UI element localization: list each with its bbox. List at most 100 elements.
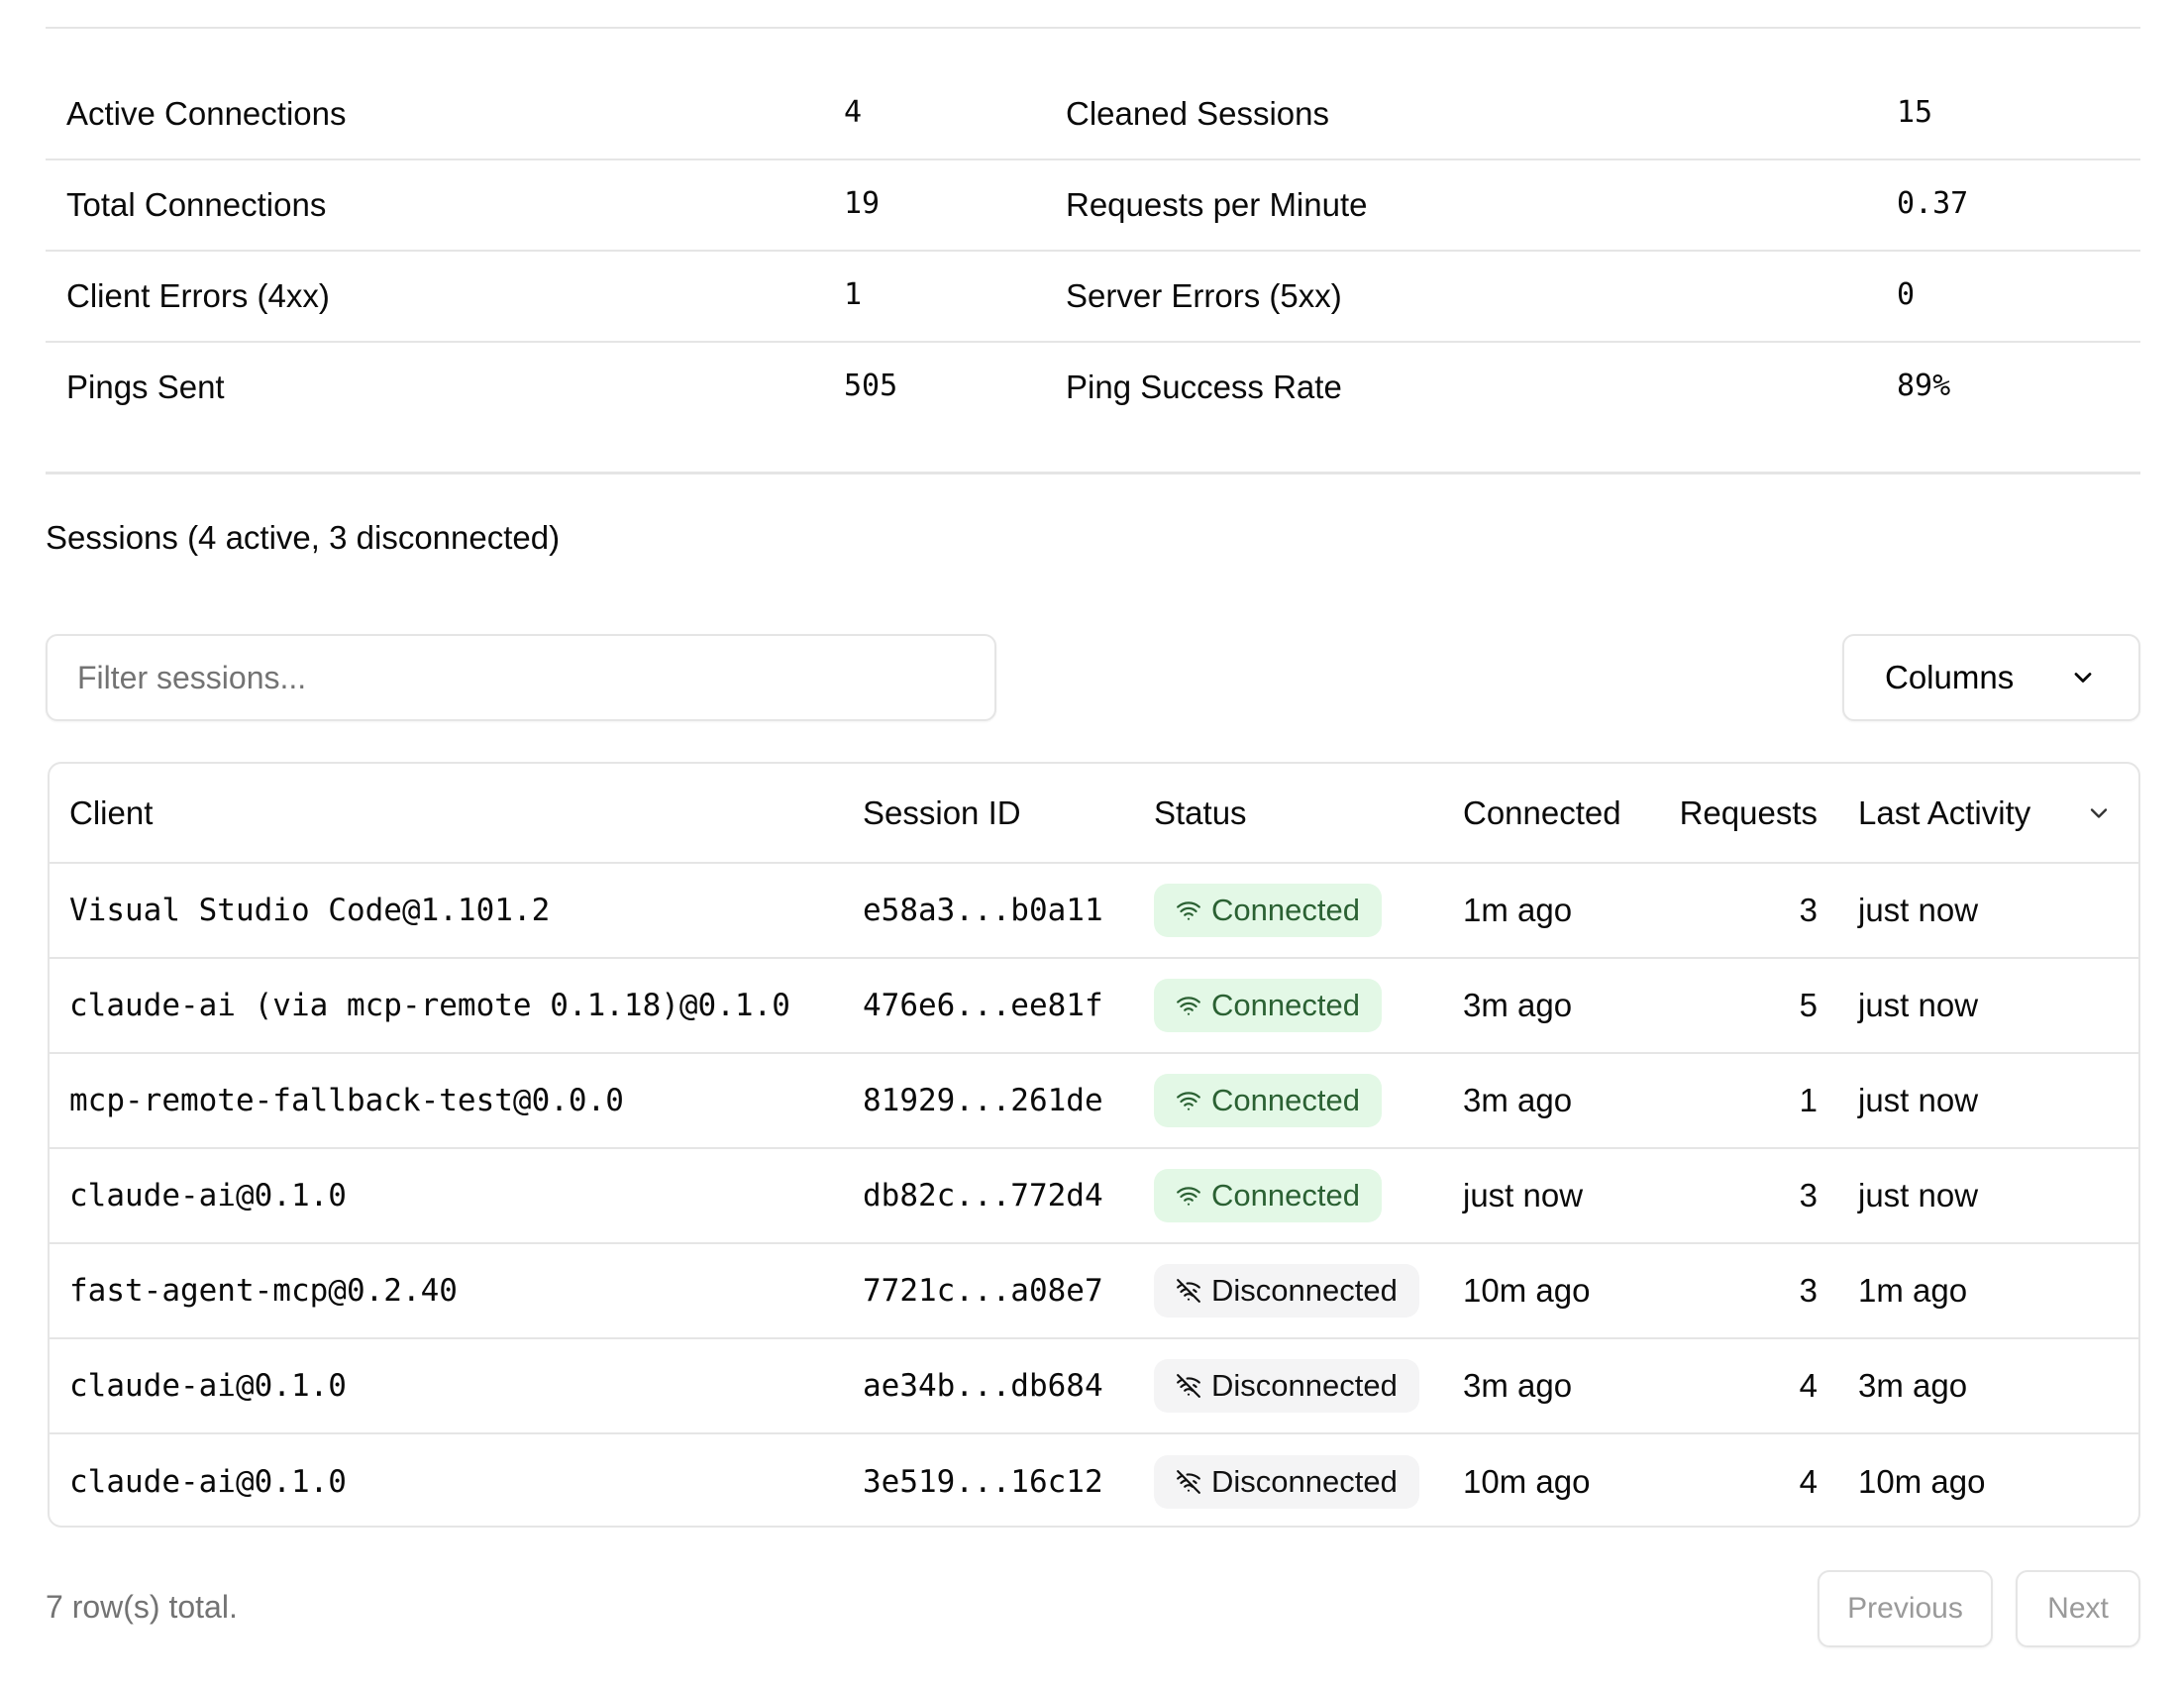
status-badge: Connected: [1154, 1074, 1382, 1127]
row-count: 7 row(s) total.: [46, 1589, 238, 1625]
table-row[interactable]: Visual Studio Code@1.101.2 e58a3...b0a11…: [50, 864, 2138, 959]
session-id-cell: 81929...261de: [863, 1083, 1103, 1118]
stat-value: 0: [1897, 277, 1916, 312]
stat-value: 89%: [1897, 369, 1951, 403]
status-badge: Disconnected: [1154, 1359, 1419, 1413]
status-badge: Disconnected: [1154, 1455, 1419, 1509]
divider: [46, 27, 2140, 29]
sort-chevron-down-icon[interactable]: [2085, 799, 2113, 827]
status-badge: Connected: [1154, 884, 1382, 937]
last-activity-cell: 1m ago: [1858, 1272, 1968, 1309]
table-row[interactable]: claude-ai@0.1.0 ae34b...db684 Disconnect…: [50, 1339, 2138, 1434]
stat-value: 4: [844, 95, 863, 130]
status-label: Disconnected: [1211, 1464, 1398, 1499]
stat-row: Client Errors (4xx) 1 Server Errors (5xx…: [46, 252, 2140, 343]
session-id-cell: db82c...772d4: [863, 1178, 1103, 1214]
session-id-cell: 7721c...a08e7: [863, 1273, 1103, 1309]
stat-row: Total Connections 19 Requests per Minute…: [46, 160, 2140, 252]
stat-value: 505: [844, 369, 898, 403]
last-activity-cell: 3m ago: [1858, 1367, 1968, 1404]
connected-cell: 3m ago: [1463, 1367, 1573, 1404]
stat-label: Cleaned Sessions: [1066, 95, 1329, 132]
next-button[interactable]: Next: [2016, 1570, 2140, 1647]
sessions-table: Client Session ID Status Connected Reque…: [48, 762, 2140, 1528]
table-header: Client Session ID Status Connected Reque…: [50, 764, 2138, 864]
status-label: Connected: [1211, 893, 1360, 927]
stats-table: Active Connections 4 Cleaned Sessions 15…: [46, 69, 2140, 434]
wifi-icon: [1177, 1187, 1200, 1206]
session-id-cell: 3e519...16c12: [863, 1464, 1103, 1500]
status-label: Connected: [1211, 1083, 1360, 1117]
connected-cell: 3m ago: [1463, 987, 1573, 1023]
wifi-icon: [1177, 1092, 1200, 1110]
session-id-cell: ae34b...db684: [863, 1368, 1103, 1404]
status-label: Disconnected: [1211, 1368, 1398, 1403]
client-cell: claude-ai@0.1.0: [69, 1178, 347, 1214]
connected-cell: 10m ago: [1463, 1272, 1591, 1309]
requests-cell: 3: [1799, 892, 1818, 928]
stat-label: Total Connections: [66, 186, 327, 223]
stat-label: Client Errors (4xx): [66, 277, 330, 314]
table-row[interactable]: mcp-remote-fallback-test@0.0.0 81929...2…: [50, 1054, 2138, 1149]
client-cell: mcp-remote-fallback-test@0.0.0: [69, 1083, 624, 1118]
last-activity-cell: just now: [1858, 1082, 1979, 1118]
header-status[interactable]: Status: [1154, 793, 1247, 831]
stat-value: 1: [844, 277, 863, 312]
stat-row: Active Connections 4 Cleaned Sessions 15: [46, 69, 2140, 160]
client-cell: claude-ai (via mcp-remote 0.1.18)@0.1.0: [69, 988, 790, 1023]
connected-cell: 1m ago: [1463, 892, 1573, 928]
chevron-down-icon: [2074, 673, 2092, 683]
sessions-heading: Sessions (4 active, 3 disconnected): [46, 519, 561, 556]
stat-row: Pings Sent 505 Ping Success Rate 89%: [46, 343, 2140, 434]
stat-value: 15: [1897, 95, 1933, 130]
requests-cell: 3: [1799, 1177, 1818, 1214]
client-cell: fast-agent-mcp@0.2.40: [69, 1273, 458, 1309]
columns-label: Columns: [1885, 659, 2015, 695]
requests-cell: 4: [1799, 1463, 1818, 1500]
table-row[interactable]: claude-ai@0.1.0 db82c...772d4 Connected …: [50, 1149, 2138, 1244]
requests-cell: 3: [1799, 1272, 1818, 1309]
client-cell: Visual Studio Code@1.101.2: [69, 893, 551, 928]
status-label: Connected: [1211, 1178, 1360, 1213]
requests-cell: 4: [1799, 1367, 1818, 1404]
connected-cell: 3m ago: [1463, 1082, 1573, 1118]
connected-cell: 10m ago: [1463, 1463, 1591, 1500]
last-activity-cell: just now: [1858, 987, 1979, 1023]
wifi-off-icon: [1177, 1374, 1200, 1398]
last-activity-cell: just now: [1858, 1177, 1979, 1214]
stat-label: Pings Sent: [66, 369, 225, 405]
stat-label: Active Connections: [66, 95, 347, 132]
table-row[interactable]: claude-ai (via mcp-remote 0.1.18)@0.1.0 …: [50, 959, 2138, 1054]
requests-cell: 1: [1799, 1082, 1818, 1118]
header-session-id[interactable]: Session ID: [863, 793, 1021, 831]
requests-cell: 5: [1799, 987, 1818, 1023]
wifi-icon: [1177, 997, 1200, 1015]
columns-button[interactable]: Columns: [1842, 634, 2140, 721]
status-badge: Connected: [1154, 1169, 1382, 1222]
previous-button[interactable]: Previous: [1818, 1570, 1993, 1647]
header-client[interactable]: Client: [69, 793, 154, 831]
status-badge: Connected: [1154, 979, 1382, 1032]
table-row[interactable]: claude-ai@0.1.0 3e519...16c12 Disconnect…: [50, 1434, 2138, 1526]
last-activity-cell: just now: [1858, 892, 1979, 928]
status-label: Disconnected: [1211, 1273, 1398, 1308]
wifi-icon: [1177, 901, 1200, 920]
last-activity-cell: 10m ago: [1858, 1463, 1986, 1500]
stat-label: Requests per Minute: [1066, 186, 1368, 223]
header-connected[interactable]: Connected: [1463, 793, 1621, 831]
header-last-activity[interactable]: Last Activity: [1858, 793, 2031, 831]
wifi-off-icon: [1177, 1470, 1200, 1494]
session-id-cell: 476e6...ee81f: [863, 988, 1103, 1023]
stat-label: Ping Success Rate: [1066, 369, 1342, 405]
session-id-cell: e58a3...b0a11: [863, 893, 1103, 928]
stat-value: 0.37: [1897, 186, 1969, 221]
stat-label: Server Errors (5xx): [1066, 277, 1342, 314]
wifi-off-icon: [1177, 1279, 1200, 1303]
status-label: Connected: [1211, 988, 1360, 1022]
header-requests[interactable]: Requests: [1679, 793, 1818, 831]
connected-cell: just now: [1463, 1177, 1584, 1214]
filter-sessions-input[interactable]: [46, 634, 996, 721]
status-badge: Disconnected: [1154, 1264, 1419, 1318]
stat-value: 19: [844, 186, 881, 221]
table-row[interactable]: fast-agent-mcp@0.2.40 7721c...a08e7 Disc…: [50, 1244, 2138, 1339]
